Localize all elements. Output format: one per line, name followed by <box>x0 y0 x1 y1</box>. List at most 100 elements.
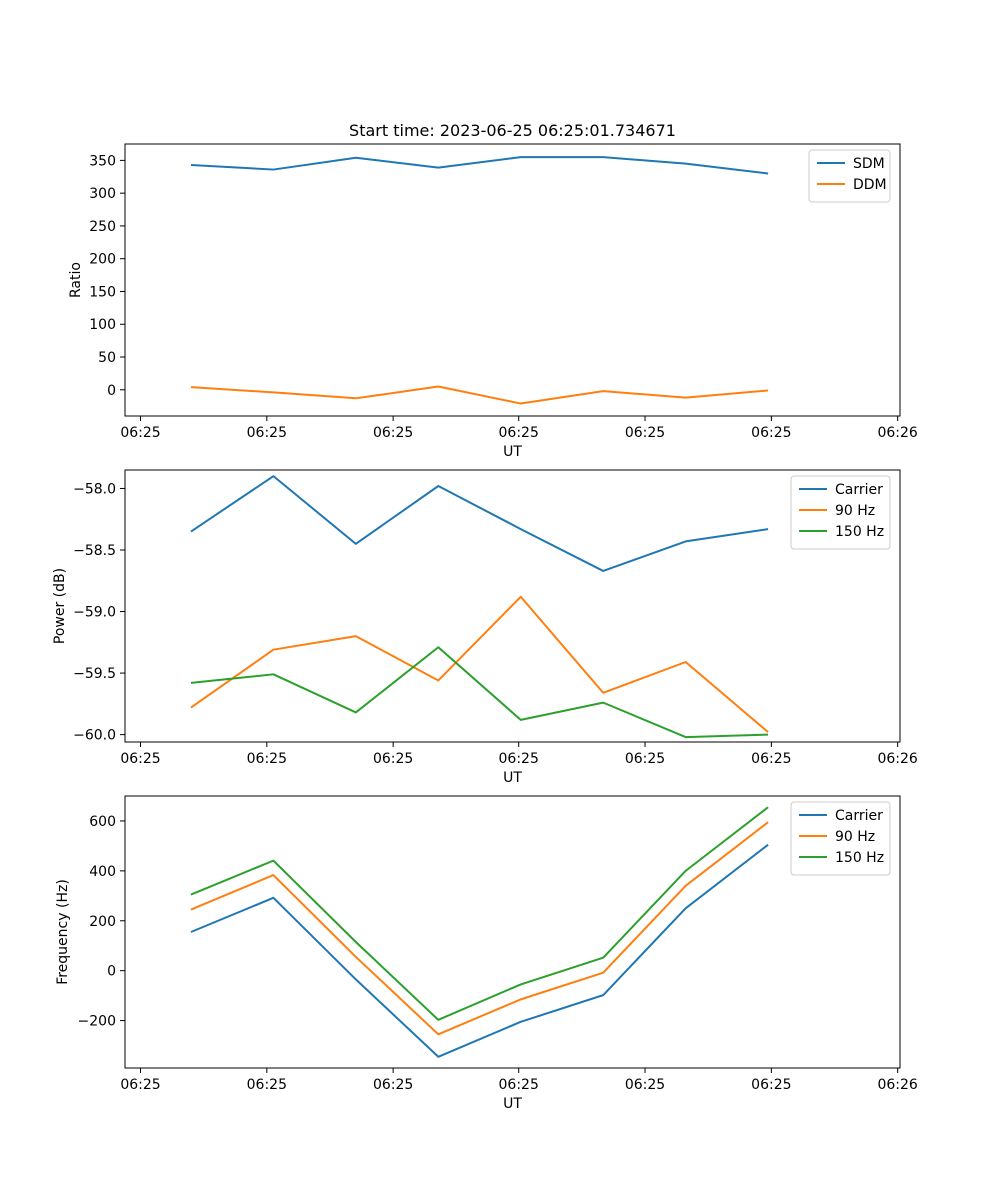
y-tick-label: −59.0 <box>73 605 116 621</box>
x-tick-label: 06:25 <box>373 1077 413 1093</box>
data-point-90-hz <box>437 1033 439 1035</box>
x-tick-label: 06:25 <box>625 751 665 767</box>
legend-label: 90 Hz <box>835 503 875 519</box>
data-point-150-hz <box>355 941 357 943</box>
data-point-carrier <box>437 485 439 487</box>
chart-frequency-panel: 06:25 06:25 06:25 06:25 06:25 06:25 06:26 −200 0… <box>55 795 918 1112</box>
data-point-150-hz <box>520 983 522 985</box>
y-tick-label: 200 <box>89 252 116 268</box>
x-tick-label: 06:25 <box>751 425 791 441</box>
data-point-ddm <box>602 390 604 392</box>
y-tick-label: −59.5 <box>73 666 116 682</box>
legend-label: DDM <box>853 177 887 193</box>
data-point-150-hz <box>602 957 604 959</box>
legend-label: 90 Hz <box>835 829 875 845</box>
data-point-150-hz <box>437 646 439 648</box>
x-tick-label: 06:26 <box>877 751 917 767</box>
data-point-sdm <box>272 169 274 171</box>
data-point-carrier <box>190 931 192 933</box>
y-axis-label: Power (dB) <box>52 568 68 644</box>
series-line-carrier <box>190 843 769 1058</box>
plot-area-frame <box>124 795 901 1069</box>
x-tick-label: 06:25 <box>499 425 539 441</box>
y-axis-label: Frequency (Hz) <box>55 879 71 985</box>
series-line-150-hz <box>190 646 769 739</box>
legend-label: Carrier <box>835 482 883 498</box>
data-point-ddm <box>685 397 687 399</box>
y-tick-label: −200 <box>78 1014 116 1030</box>
y-axis-label: Ratio <box>68 262 84 298</box>
y-tick-label: −58.0 <box>73 481 116 497</box>
data-point-150-hz <box>272 673 274 675</box>
data-point-carrier <box>602 994 604 996</box>
legend-label: Carrier <box>835 808 883 824</box>
data-point-150-hz <box>190 682 192 684</box>
y-tick-label: 300 <box>89 186 116 202</box>
x-tick-label: 06:25 <box>625 1077 665 1093</box>
data-point-carrier <box>355 978 357 980</box>
data-point-150-hz <box>767 734 769 736</box>
data-point-sdm <box>685 163 687 165</box>
data-point-90-hz <box>190 707 192 709</box>
data-point-carrier <box>685 540 687 542</box>
y-tick-label: 600 <box>89 814 116 830</box>
series-line-ddm <box>190 385 769 405</box>
series-line-sdm <box>190 156 769 175</box>
data-point-sdm <box>767 172 769 174</box>
x-axis-label: UT <box>503 770 522 786</box>
data-point-90-hz <box>355 635 357 637</box>
x-tick-label: 06:25 <box>247 1077 287 1093</box>
data-point-150-hz <box>272 860 274 862</box>
y-tick-label: 150 <box>89 284 116 300</box>
data-point-sdm <box>602 156 604 158</box>
x-tick-label: 06:26 <box>877 425 917 441</box>
x-tick-label: 06:25 <box>751 1077 791 1093</box>
x-tick-label: 06:25 <box>499 1077 539 1093</box>
data-point-90-hz <box>520 596 522 598</box>
data-point-ddm <box>272 391 274 393</box>
data-point-carrier <box>685 907 687 909</box>
legend: Carrier 90 Hz 150 Hz <box>790 475 891 550</box>
data-point-90-hz <box>685 661 687 663</box>
x-tick-label: 06:25 <box>120 425 160 441</box>
data-point-sdm <box>437 167 439 169</box>
data-point-90-hz <box>355 956 357 958</box>
data-point-carrier <box>520 528 522 530</box>
data-point-sdm <box>520 156 522 158</box>
data-point-sdm <box>355 157 357 159</box>
data-point-90-hz <box>767 731 769 733</box>
y-tick-label: −58.5 <box>73 543 116 559</box>
data-point-90-hz <box>272 649 274 651</box>
data-point-carrier <box>272 475 274 477</box>
data-point-90-hz <box>767 821 769 823</box>
data-point-90-hz <box>685 885 687 887</box>
data-point-carrier <box>272 897 274 899</box>
data-point-ddm <box>437 386 439 388</box>
x-tick-label: 06:25 <box>247 751 287 767</box>
y-tick-label: 0 <box>107 964 116 980</box>
data-point-90-hz <box>602 972 604 974</box>
data-point-90-hz <box>272 874 274 876</box>
data-point-150-hz <box>355 711 357 713</box>
x-axis-label: UT <box>503 1096 522 1112</box>
data-point-150-hz <box>437 1019 439 1021</box>
chart-power-panel: 06:25 06:25 06:25 06:25 06:25 06:25 06:26 −60.0… <box>52 469 918 786</box>
x-tick-label: 06:25 <box>499 751 539 767</box>
series-line-150-hz <box>190 806 769 1021</box>
x-tick-label: 06:25 <box>625 425 665 441</box>
data-point-carrier <box>767 844 769 846</box>
y-tick-label: 100 <box>89 317 116 333</box>
data-point-sdm <box>190 164 192 166</box>
legend-label: 150 Hz <box>835 524 884 540</box>
chart-ratio-panel: 06:25 06:25 06:25 06:25 06:25 06:25 06:26 0 50 10… <box>68 143 918 460</box>
plot-area-frame <box>124 143 901 417</box>
data-point-150-hz <box>685 736 687 738</box>
y-tick-label: 400 <box>89 864 116 880</box>
plot-area-frame <box>124 469 901 743</box>
series-line-90-hz <box>190 595 769 733</box>
data-point-90-hz <box>190 909 192 911</box>
y-tick-label: −60.0 <box>73 728 116 744</box>
series-line-carrier <box>190 475 769 572</box>
data-point-90-hz <box>602 692 604 694</box>
